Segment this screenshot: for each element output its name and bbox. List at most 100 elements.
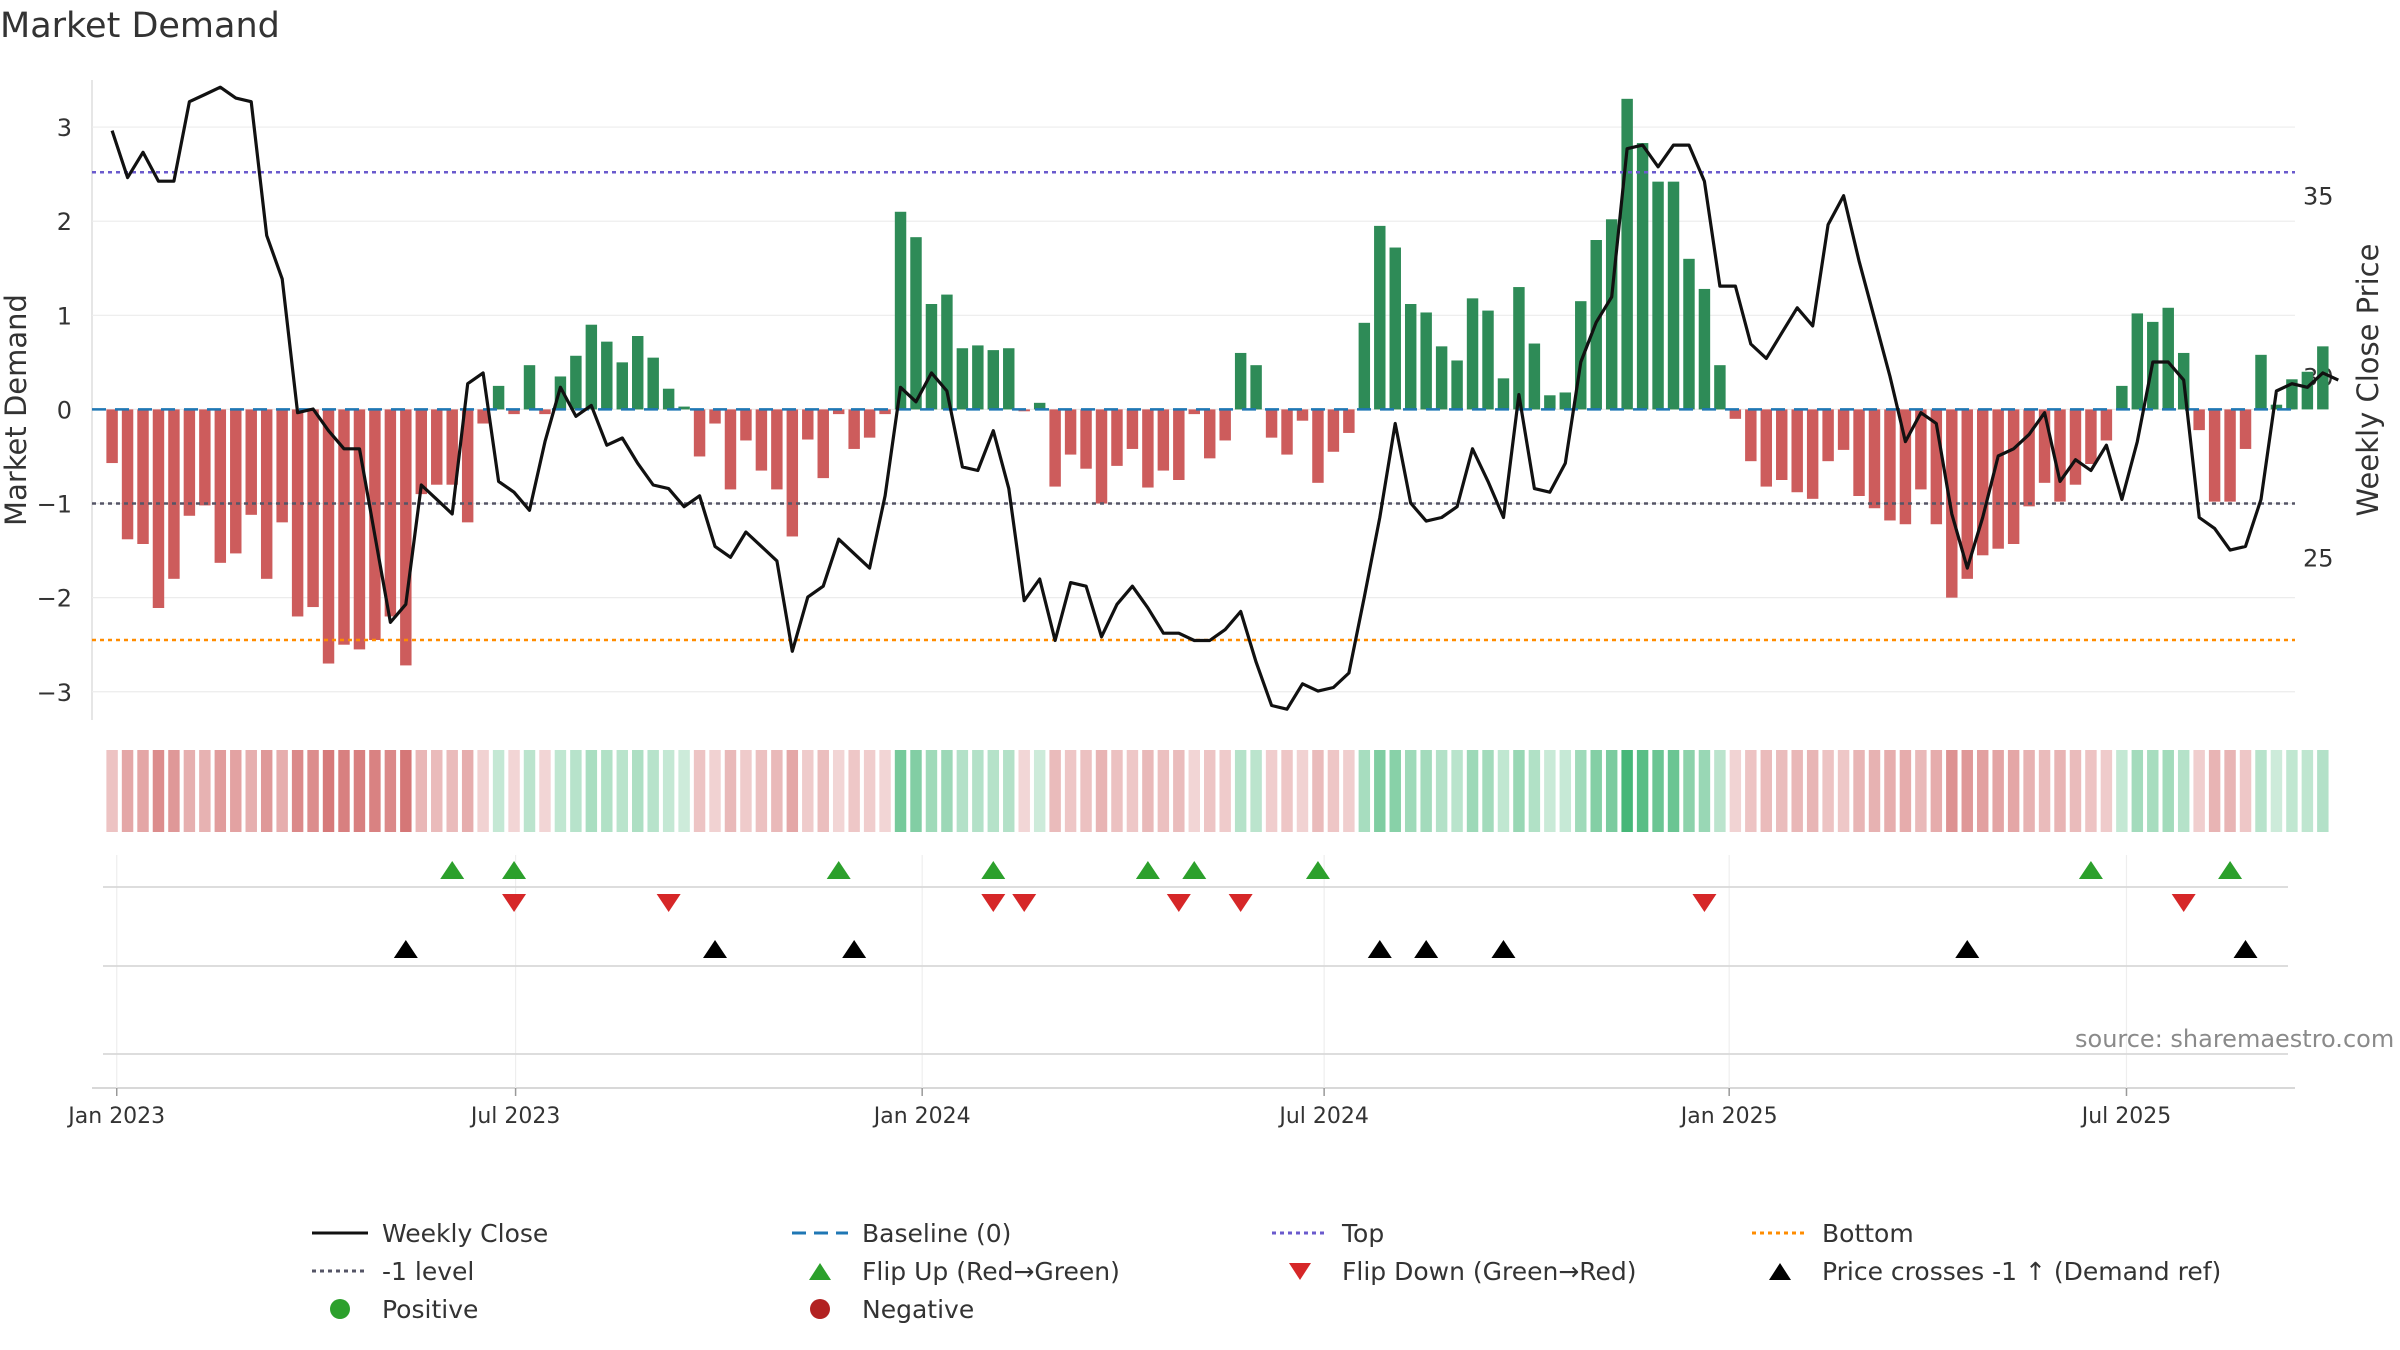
heat-cell [539, 750, 551, 832]
source-label: source: sharemaestro.com [2075, 1025, 2395, 1053]
legend-symbol-shape [1769, 1263, 1791, 1280]
legend-item: Baseline (0) [790, 1215, 1011, 1251]
demand-bar [2255, 354, 2267, 410]
heat-cell [1822, 750, 1834, 832]
heat-cell [1111, 750, 1123, 832]
demand-bar [2270, 404, 2283, 410]
heat-cell [1605, 750, 1618, 832]
demand-bar [1745, 409, 1757, 462]
demand-bar [2224, 409, 2236, 502]
heat-cell [1265, 750, 1278, 832]
demand-bar [1605, 219, 1618, 410]
legend-item: -1 level [310, 1253, 474, 1289]
legend-symbol-shape [810, 1299, 830, 1319]
heat-cell [1683, 750, 1695, 832]
legend-label: Weekly Close [382, 1218, 549, 1248]
demand-bar [2007, 409, 2020, 544]
demand-bar [1234, 352, 1247, 410]
demand-bar [1961, 409, 1973, 579]
demand-bar [152, 409, 165, 608]
heat-cell [1343, 750, 1355, 832]
heat-cell [956, 750, 969, 832]
heat-cell [1915, 750, 1927, 832]
heat-cell [941, 750, 953, 832]
heat-cell [1296, 750, 1309, 832]
heat-cell [1064, 750, 1077, 832]
legend-item: Price crosses -1 ↑ (Demand ref) [1750, 1253, 2221, 1289]
heat-cell [2162, 750, 2174, 832]
demand-bar [2100, 409, 2113, 441]
demand-bar [910, 237, 922, 410]
heat-cell [1729, 750, 1742, 832]
heat-cell [2007, 750, 2020, 832]
y-tick-label: 2 [57, 208, 72, 236]
demand-bar [1451, 360, 1463, 410]
demand-bar [1095, 409, 1108, 504]
demand-bar [183, 409, 196, 516]
heat-cell [879, 750, 891, 832]
heat-cell [2147, 750, 2159, 832]
flip-down-marker [2171, 894, 2196, 912]
heat-cell [1559, 750, 1572, 832]
heat-cell [848, 750, 860, 832]
demand-bar [1265, 409, 1278, 438]
demand-bar [1142, 409, 1154, 488]
heat-cell [415, 750, 428, 832]
legend-symbol [809, 1263, 831, 1280]
heat-cell [1250, 750, 1262, 832]
heat-cell [1312, 750, 1324, 832]
heat-cell [987, 750, 1000, 832]
heat-cell [771, 750, 783, 832]
demand-bar [1930, 409, 1943, 525]
heat-cell [276, 750, 288, 832]
heat-cell [1837, 750, 1850, 832]
heat-cell [2286, 750, 2298, 832]
heat-cell [1899, 750, 1912, 832]
demand-bar [446, 409, 458, 485]
flip-down-markers [502, 894, 2196, 912]
demand-bar [647, 357, 659, 410]
demand-bar [230, 409, 242, 554]
heat-cell [1992, 750, 2004, 832]
flip-up-marker [440, 861, 465, 879]
price-cross-marker [2233, 940, 2258, 958]
demand-bar [307, 409, 319, 608]
demand-bar [1667, 181, 1680, 410]
heat-cell [2069, 750, 2082, 832]
demand-bar [879, 409, 891, 415]
demand-bar [291, 409, 304, 617]
heat-cell [1946, 750, 1958, 832]
heat-cell [2085, 750, 2097, 832]
heat-cell [1760, 750, 1773, 832]
heat-cell [2317, 750, 2329, 832]
heat-cell [1374, 750, 1386, 832]
demand-bars [106, 98, 2329, 666]
heat-cell [554, 750, 567, 832]
demand-bar [369, 409, 381, 640]
legend-item: Positive [310, 1291, 478, 1327]
heat-cell [1961, 750, 1973, 832]
legend-symbol [312, 1231, 368, 1235]
legend-symbol [1752, 1231, 1808, 1235]
heat-cell [1575, 750, 1587, 832]
heat-cell [1528, 750, 1541, 832]
heat-cell [832, 750, 845, 832]
x-tick-label: Jul 2023 [469, 1104, 561, 1129]
heat-cell [1513, 750, 1525, 832]
heat-cell [523, 750, 536, 832]
legend-label: Bottom [1822, 1218, 1914, 1248]
legend-symbol [1272, 1231, 1328, 1235]
heat-cell [2177, 750, 2190, 832]
heat-cell [492, 750, 505, 832]
heat-cell [137, 750, 149, 832]
demand-bar [570, 355, 582, 410]
flip-up-marker [2218, 861, 2243, 879]
flip-up-marker [826, 861, 851, 879]
demand-bar [1281, 409, 1293, 455]
heat-cell [2301, 750, 2314, 832]
heat-cell [245, 750, 257, 832]
heat-cell [353, 750, 366, 832]
demand-bar [492, 385, 505, 410]
heat-cell [199, 750, 211, 832]
demand-bar [740, 409, 752, 441]
